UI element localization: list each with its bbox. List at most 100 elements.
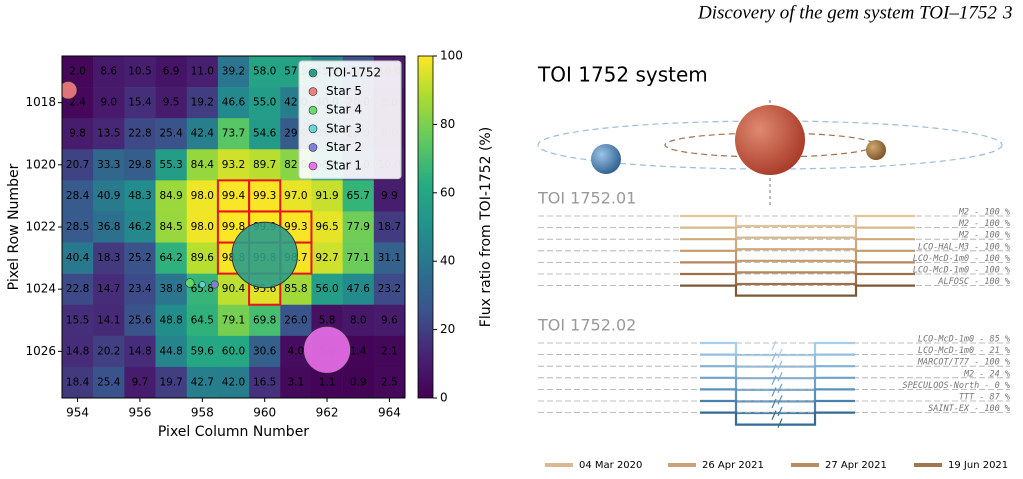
legend-marker [308,105,318,115]
heat-cell [93,180,125,212]
transit-label: ALFOSC - 100 % [937,277,1010,287]
heat-cell [62,118,94,150]
transit-label: LCO-McD-1m0 - 100 % [913,254,1010,264]
legend-marker [308,68,318,78]
colorbar-tick-label: 20 [440,322,455,336]
break-mark [771,410,783,428]
legend-label: Star 1 [326,159,362,173]
cell-label: 25.4 [97,376,121,388]
transit-curve [680,238,915,251]
heat-cell [373,242,406,274]
heat-cell [124,304,156,337]
break-mark [771,363,783,382]
heat-cell [311,242,343,274]
heat-cell [217,149,250,181]
cell-label: 18.3 [97,252,120,264]
colorbar [417,55,434,399]
heat-cell [186,118,219,150]
cell-label: 97.0 [284,190,307,202]
x-tick-label: 960 [253,406,276,420]
heat-cell [280,366,312,399]
cell-label: 2.0 [69,66,86,78]
heat-cell [342,273,375,306]
cell-label: 18.7 [378,221,401,233]
heat-cell [249,56,281,88]
cell-label: 2.1 [381,345,398,357]
colorbar-label: Flux ratio from TOI-1752 (%) [478,127,494,327]
cell-label: 26.0 [284,314,307,326]
heat-cell [373,366,406,399]
heat-cell [186,149,219,181]
heat-cell [249,149,281,181]
cell-label: 85.8 [284,283,307,295]
transit-curve [700,341,855,357]
transit-label: M2 - 100 % [958,208,1010,218]
y-tick-label: 1024 [25,282,56,296]
cell-label: 23.4 [128,283,152,295]
legend-marker [308,124,318,134]
cell-label: 55.3 [159,159,182,171]
heat-cell [124,273,156,306]
heat-cell [155,56,188,88]
cell-label: 44.8 [159,345,182,357]
star [210,280,219,289]
x-tick-label: 962 [316,406,339,420]
heat-cell [342,180,375,212]
legend-box [298,60,402,180]
cell-label: 29.8 [128,159,151,171]
transit-curve [700,353,855,368]
heat-cell [373,273,406,306]
legend-marker [308,143,318,152]
cell-label: 30.6 [253,345,277,357]
transit-label: SPECULOOS-North - 0 % [903,381,1010,391]
heat-cell [93,118,125,150]
y-axis-label: Pixel Row Number [6,163,22,290]
cell-label: 2.5 [381,376,398,388]
cell-label: 13.5 [97,128,120,140]
planet-02 [591,144,621,174]
y-tick-label: 1020 [25,157,56,171]
star [198,281,206,288]
cell-label: 11.0 [191,66,214,78]
transit-label: TTT - 87 % [959,393,1010,403]
cell-label: 28.5 [66,221,89,233]
cell-label: 65.7 [347,190,370,202]
cell-label: 65.8 [191,283,214,295]
heatmap-figure: 2.08.610.56.911.039.258.057.545.025.010.… [6,49,494,441]
heat-cell [249,335,281,368]
heat-cell [155,366,188,399]
cell-label: 2.4 [69,97,86,109]
heat-cell [124,56,156,88]
heat-cell [93,304,125,337]
colorbar-tick-label: 60 [440,185,455,199]
cell-label: 16.5 [253,376,276,388]
heat-cell [217,118,250,150]
x-tick-label: 958 [191,406,214,420]
cell-label: 58.0 [253,66,276,78]
heat-cell [93,87,125,119]
heat-cell [124,335,156,368]
colorbar-tick-label: 100 [440,49,463,63]
cell-label: 77.9 [347,221,370,233]
transit-label: LCO-HAL-M3 - 100 % [918,242,1010,252]
cell-label: 22.8 [66,283,89,295]
date-label: 19 Jun 2021 [948,460,1008,471]
break-mark [771,387,783,405]
cell-label: 25.6 [128,314,152,326]
transit-label: M2 - 100 % [958,219,1010,229]
heat-cell [93,273,125,306]
stars [62,81,351,374]
cell-label: 9.7 [132,376,149,388]
cell-label: 55.0 [253,97,276,109]
heat-cell [342,242,375,274]
cell-label: 14.7 [97,283,120,295]
transit-label: M2 - 100 % [958,231,1010,241]
heat-cell [93,242,125,274]
cell-label: 9.0 [100,97,117,109]
heat-cell [186,87,219,119]
heat-cell [373,304,406,337]
cell-label: 9.8 [69,128,86,140]
heat-cell [311,273,343,306]
heat-cell [62,149,94,181]
